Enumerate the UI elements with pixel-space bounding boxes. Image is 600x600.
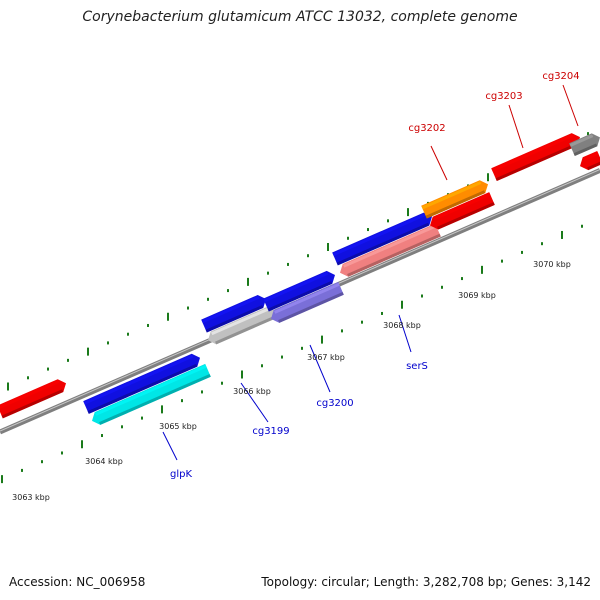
callout-line-cg3204 — [562, 84, 579, 127]
gene-arrow-shadow — [205, 305, 264, 333]
gene-arrow — [430, 192, 495, 230]
gene-arrow — [332, 212, 433, 266]
gene-features — [0, 133, 600, 425]
scale-label: 3066 kbp — [233, 387, 271, 396]
callout-line-glpk — [162, 431, 178, 461]
gene-arrow-shadow — [278, 291, 344, 323]
scale-label: 3069 kbp — [458, 291, 496, 300]
gene-arrow-shadow — [87, 363, 198, 414]
gene-arrow-body — [263, 270, 335, 312]
gene-label-cg3202: cg3202 — [408, 123, 445, 134]
gene-arrow-shadow — [267, 281, 333, 312]
gene-arrow-highlight — [95, 364, 207, 416]
gene-arrow-body — [208, 305, 277, 345]
gene-arrow-shadow — [437, 202, 495, 230]
gene-arrow-highlight — [343, 224, 437, 268]
gene-arrow-highlight — [491, 134, 574, 172]
gene-arrow-body — [340, 223, 441, 277]
accession-text: Accession: NC_006958 — [9, 575, 146, 589]
gene-arrow-body — [0, 379, 66, 419]
gene-arrow-cg3202 — [421, 180, 489, 219]
gene-arrow-highlight — [201, 295, 260, 324]
gene-arrow-highlight — [569, 134, 594, 147]
genes-text: Genes: 3,142 — [510, 575, 591, 589]
gene-arrow-glpk — [92, 363, 211, 425]
gene-arrow-highlight — [211, 306, 273, 336]
gene-arrow-shadow — [573, 143, 598, 157]
scale-label: 3064 kbp — [85, 457, 123, 466]
separator: ; — [503, 575, 511, 589]
gene-arrow-body — [569, 133, 600, 157]
gene-arrow-body — [271, 281, 344, 323]
callout-line-cg3203 — [508, 104, 524, 149]
scale-label: 3065 kbp — [159, 422, 197, 431]
gene-arrow-body — [421, 180, 489, 219]
scale-label: 3063 kbp — [12, 493, 50, 502]
gene-arrow-shadow — [1, 389, 64, 419]
gene-labels: glpK cg3199 cg3200 serS cg3202 cg3203 cg3204 — [162, 71, 580, 480]
gene-arrow-body — [92, 363, 211, 425]
gene-arrow — [201, 295, 266, 333]
genome-stats: Topology: circular; Length: 3,282,708 bp… — [261, 575, 591, 589]
topology-text: Topology: circular — [261, 575, 366, 589]
callout-line-cg3199 — [240, 382, 269, 423]
gene-label-cg3200: cg3200 — [316, 398, 353, 409]
separator: ; — [365, 575, 374, 589]
gene-arrow-shadow — [495, 143, 578, 182]
gene-arrow-cg3199 — [208, 305, 277, 345]
length-text: Length: 3,282,708 bp — [373, 575, 503, 589]
scale-label: 3068 kbp — [383, 321, 421, 330]
scale-label: 3070 kbp — [533, 260, 571, 269]
gene-arrow-highlight — [263, 271, 329, 303]
gene-arrow-highlight — [433, 192, 491, 221]
gene-arrow-highlight — [83, 354, 194, 405]
gene-arrow-sers — [340, 223, 441, 277]
gene-arrow-highlight — [583, 151, 599, 161]
gene-label-glpk: glpK — [170, 469, 192, 480]
gene-arrow-cg3200 — [271, 281, 344, 323]
gene-arrow-highlight — [421, 181, 482, 210]
gene-arrow-cg3203 — [491, 133, 580, 182]
gene-arrow — [263, 270, 335, 312]
callout-line-cg3202 — [430, 145, 448, 181]
gene-arrow-body — [332, 212, 433, 266]
gene-arrow-cg3204 — [569, 133, 600, 157]
gene-arrow-shadow — [587, 161, 600, 171]
gene-arrow-highlight — [274, 282, 340, 314]
callout-line-cg3200 — [309, 344, 331, 393]
gene-arrow-shadow — [215, 315, 277, 345]
gene-arrow-shadow — [336, 222, 430, 266]
gene-arrow-shadow — [347, 233, 441, 277]
gene-label-cg3199: cg3199 — [252, 426, 289, 437]
genome-title: Corynebacterium glutamicum ATCC 13032, c… — [82, 9, 518, 25]
gene-arrow-shadow — [99, 373, 211, 425]
gene-arrow-body — [83, 353, 200, 414]
gene-arrow-body — [491, 133, 580, 182]
gene-arrow-body — [430, 192, 495, 230]
gene-arrow-shadow — [425, 190, 486, 219]
callout-line-sers — [398, 314, 412, 353]
gene-arrow-body — [201, 295, 266, 333]
gene-arrow — [83, 353, 200, 414]
gene-arrow — [580, 150, 600, 171]
gene-arrow-highlight — [332, 213, 426, 257]
gene-label-cg3203: cg3203 — [485, 91, 522, 102]
gene-arrow — [0, 379, 66, 419]
gene-label-cg3204: cg3204 — [542, 71, 579, 82]
gene-label-sers: serS — [406, 361, 428, 372]
scale-labels: 3063 kbp 3064 kbp 3065 kbp 3066 kbp 3067 kbp… — [12, 260, 571, 502]
gene-arrow-highlight — [0, 380, 60, 410]
scale-label: 3067 kbp — [307, 353, 345, 362]
